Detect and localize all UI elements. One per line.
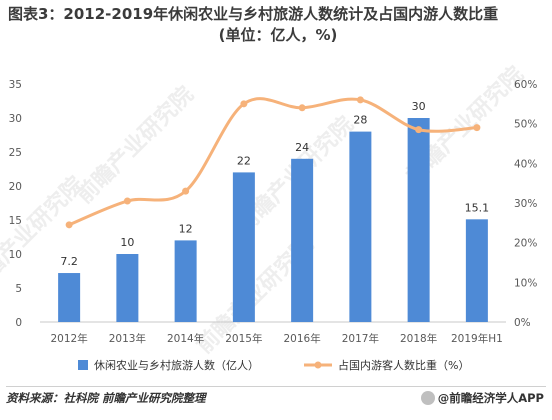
left-axis-tick-label: 30: [9, 113, 22, 125]
left-axis-tick-label: 35: [9, 79, 22, 91]
bar: [407, 118, 430, 322]
x-axis-tick-label: 2015年: [225, 332, 262, 345]
line-series-path: [68, 97, 477, 227]
bar: [232, 172, 255, 322]
legend-swatch-line-marker: [314, 361, 322, 369]
bar-data-label: 22: [237, 154, 251, 167]
bar: [174, 240, 197, 322]
x-axis-tick-label: 2017年: [342, 332, 379, 345]
left-axis-tick-label: 10: [9, 249, 22, 261]
x-axis-tick-label: 2018年: [400, 332, 437, 345]
x-axis-tick-label: 2012年: [51, 332, 88, 345]
title-line-1: 图表3：2012-2019年休闲农业与乡村旅游人数统计及占国内游人数比重: [8, 5, 499, 23]
bar: [465, 219, 488, 322]
left-axis-tick-label: 15: [9, 215, 22, 227]
line-point: [65, 221, 73, 229]
brand-text: @前瞻经济学人APP: [437, 391, 544, 405]
chart-svg: 前瞻产业研究院前瞻产业研究院前瞻产业研究院前瞻产业研究院前瞻产业研究院 0510…: [0, 61, 537, 372]
legend-swatch-bar: [78, 360, 88, 370]
line-point: [123, 197, 131, 205]
left-axis-ticks: 0 5 10 15 20 25 30 35: [9, 79, 22, 329]
x-axis-tick-label: 2013年: [109, 332, 146, 345]
bar-data-label: 15.1: [465, 201, 490, 214]
right-axis-tick-label: 40%: [514, 158, 537, 170]
bar: [58, 273, 81, 322]
watermark-text: 前瞻产业研究院: [71, 81, 198, 208]
bar: [291, 158, 314, 322]
right-axis-tick-label: 30%: [514, 198, 537, 210]
left-axis-tick-label: 5: [15, 283, 22, 295]
source-note: 资料来源：社科院 前瞻产业研究院整理: [6, 391, 206, 405]
right-axis-tick-label: 60%: [514, 79, 537, 91]
x-axis-tick-label: 2016年: [284, 332, 321, 345]
x-axis-tick-label: 2014年: [167, 332, 204, 345]
line-point: [298, 104, 306, 112]
bar-data-labels: 7.2 10 12 22 24 28 30 15.1: [60, 100, 489, 268]
right-axis-tick-label: 20%: [514, 238, 537, 250]
footer-divider: [6, 386, 546, 387]
bar-data-label: 24: [295, 141, 309, 154]
legend-label-line: 占国内游客人数比重（%）: [338, 358, 469, 372]
bar-data-label: 30: [412, 100, 426, 113]
x-axis-tick-labels: 2012年 2013年 2014年 2015年 2016年 2017年 2018年 2019年…: [51, 332, 503, 345]
line-point: [473, 124, 481, 132]
right-axis-tick-label: 10%: [514, 277, 537, 289]
bar-data-label: 10: [120, 236, 134, 249]
right-axis-tick-label: 0%: [514, 317, 531, 329]
legend-label-bar: 休闲农业与乡村旅游人数（亿人）: [94, 358, 259, 372]
legend: 休闲农业与乡村旅游人数（亿人） 占国内游客人数比重（%）: [78, 358, 469, 372]
brand-credit: @前瞻经济学人APP: [420, 390, 544, 406]
line-series-points: [65, 96, 481, 229]
left-axis-tick-label: 0: [15, 317, 22, 329]
right-axis-ticks: 0% 10% 20% 30% 40% 50% 60%: [514, 79, 537, 329]
line-point: [356, 96, 364, 104]
bar-data-label: 28: [353, 114, 367, 127]
chart-title: 图表3：2012-2019年休闲农业与乡村旅游人数统计及占国内游人数比重 (单位…: [8, 4, 548, 46]
footer: 资料来源：社科院 前瞻产业研究院整理 @前瞻经济学人APP: [6, 390, 544, 412]
brand-logo-icon: [420, 391, 435, 405]
line-point: [182, 187, 190, 195]
bar-data-label: 12: [179, 222, 193, 235]
bar-series: [58, 118, 488, 322]
left-axis-tick-label: 20: [9, 181, 22, 193]
line-point: [415, 126, 423, 134]
right-axis-tick-label: 50%: [514, 119, 537, 131]
x-axis-tick-label: 2019年H1: [451, 332, 503, 345]
line-point: [240, 100, 248, 108]
left-axis-tick-label: 25: [9, 147, 22, 159]
bar: [116, 254, 139, 322]
bar: [349, 131, 372, 322]
bar-data-label: 7.2: [60, 255, 78, 268]
title-line-2: (单位：亿人，%): [218, 26, 338, 44]
